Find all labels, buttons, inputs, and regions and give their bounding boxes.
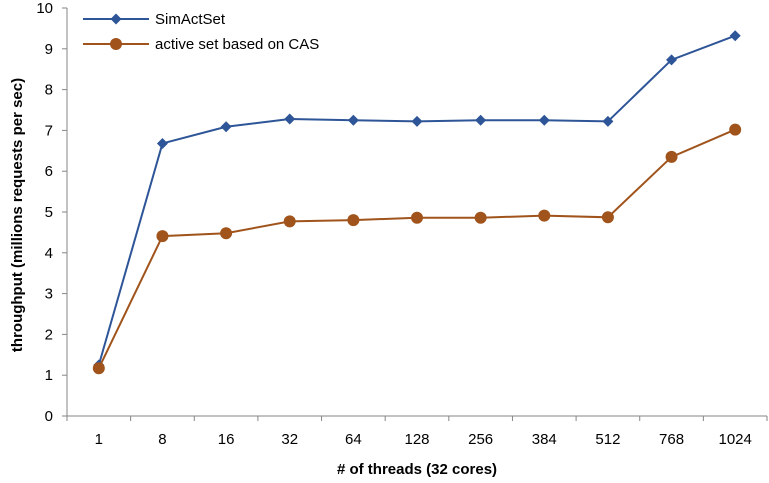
data-point (475, 114, 487, 126)
y-tick-label: 8 (45, 82, 53, 99)
legend-label: SimActSet (155, 11, 226, 28)
data-point (347, 214, 360, 227)
data-point (411, 115, 423, 127)
x-tick-label: 128 (404, 431, 429, 448)
legend-marker (110, 38, 122, 50)
y-tick-label: 9 (45, 41, 53, 58)
series-layer (92, 30, 742, 375)
data-point (284, 113, 296, 125)
x-tick-label: 16 (218, 431, 235, 448)
y-tick-label: 3 (45, 286, 53, 303)
data-point (156, 137, 168, 149)
y-tick-label: 1 (45, 367, 53, 384)
y-tick-label: 6 (45, 163, 53, 180)
data-point (538, 209, 551, 222)
x-tick-label: 768 (659, 431, 684, 448)
data-point (156, 230, 169, 243)
data-point (602, 115, 614, 127)
x-axis-title: # of threads (32 cores) (337, 461, 497, 478)
data-point (601, 211, 614, 224)
data-point (92, 362, 105, 375)
data-point (729, 30, 741, 42)
axes (62, 7, 768, 421)
data-point (220, 227, 233, 240)
series-0 (93, 30, 741, 371)
y-axis-title: throughput (millions requests per sec) (9, 78, 26, 352)
x-tick-label: 64 (345, 431, 362, 448)
series-line (97, 34, 736, 366)
x-tick-label: 1 (95, 431, 103, 448)
data-point (538, 114, 550, 126)
data-point (220, 121, 232, 133)
x-tick-label: 1024 (718, 431, 751, 448)
y-tick-label: 4 (45, 245, 53, 262)
data-point (474, 211, 487, 224)
data-point (666, 54, 678, 66)
x-tick-label: 8 (158, 431, 166, 448)
series-line (97, 128, 736, 369)
x-tick-label: 256 (468, 431, 493, 448)
x-tick-label: 384 (532, 431, 557, 448)
data-point (665, 150, 678, 163)
legend-label: active set based on CAS (155, 36, 319, 53)
y-tick-labels: 0 1 2 3 4 5 6 7 8 9 10 (36, 0, 53, 425)
data-point (283, 215, 296, 228)
y-tick-label: 5 (45, 204, 53, 221)
data-point (729, 123, 742, 136)
data-point (347, 114, 359, 126)
x-tick-label: 512 (595, 431, 620, 448)
y-tick-label: 2 (45, 326, 53, 343)
series-1 (92, 123, 742, 375)
y-tick-label: 10 (36, 0, 53, 17)
x-tick-labels: 1 8 16 32 64 128 256 384 512 768 1024 (95, 431, 752, 448)
data-point (411, 211, 423, 224)
y-tick-label: 0 (45, 408, 53, 425)
x-tick-label: 32 (281, 431, 298, 448)
legend: SimActSet active set based on CAS (83, 11, 319, 53)
legend-marker (110, 13, 122, 25)
y-tick-label: 7 (45, 122, 53, 139)
